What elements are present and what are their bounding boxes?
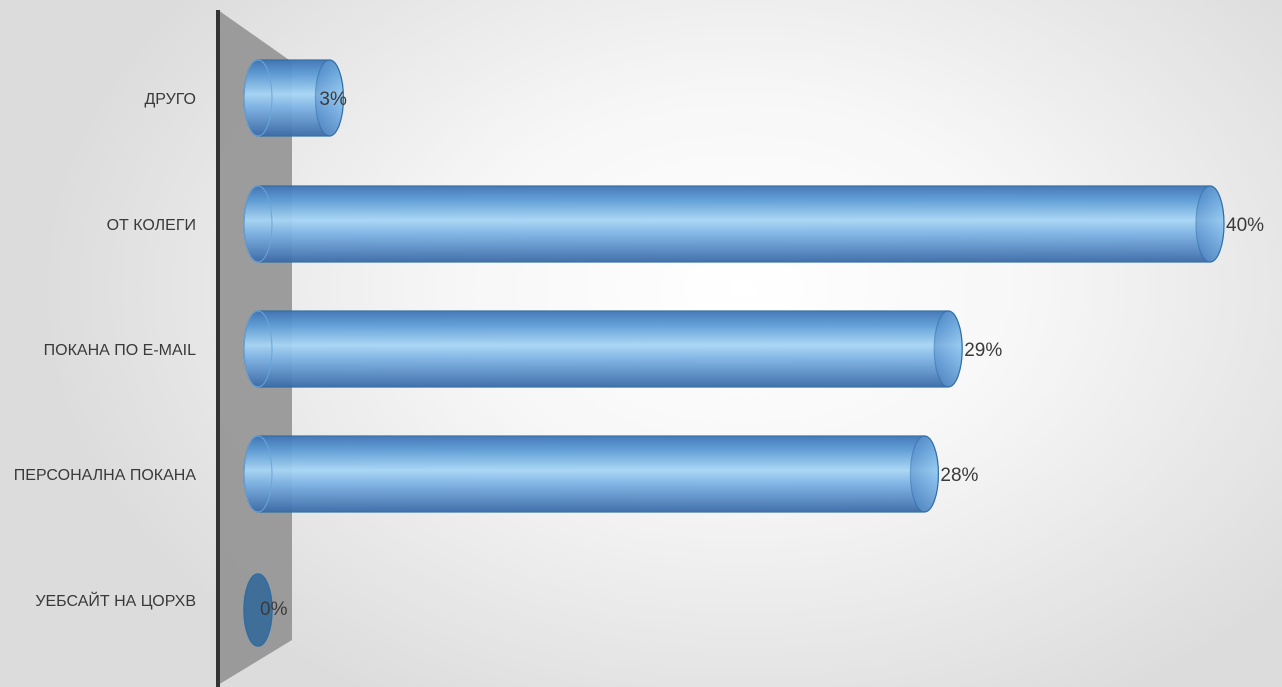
data-label: 28% (940, 465, 978, 486)
category-label: ПОКАНА ПО E-MAIL (44, 342, 196, 359)
bar (243, 185, 1225, 263)
category-labels: ДРУГО ОТ КОЛЕГИ ПОКАНА ПО E-MAIL ПЕРСОНАЛНА… (14, 91, 197, 610)
data-labels: 3% 40% 29% 28% 0% (260, 89, 1264, 620)
data-label: 29% (964, 340, 1002, 361)
data-label: 3% (319, 89, 347, 110)
category-label: ПЕРСОНАЛНА ПОКАНА (14, 467, 197, 484)
bar (243, 435, 940, 513)
bars (243, 59, 1225, 647)
data-label: 0% (260, 599, 288, 620)
category-label: ОТ КОЛЕГИ (107, 217, 196, 234)
category-label: УЕБСАЙТ НА ЦОРХВ (35, 591, 196, 610)
bar (243, 310, 963, 388)
bar (243, 573, 273, 647)
bar (243, 59, 344, 137)
category-label: ДРУГО (144, 91, 196, 108)
data-label: 40% (1226, 215, 1264, 236)
